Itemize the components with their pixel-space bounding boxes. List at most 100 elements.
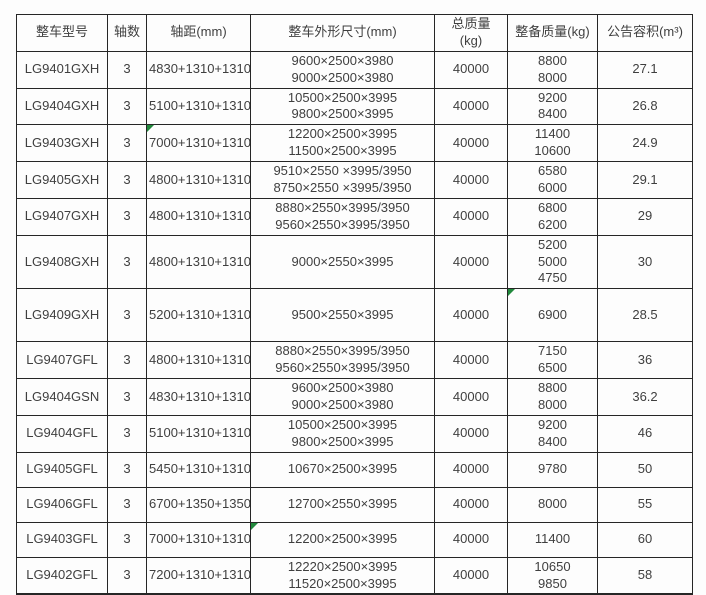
table-row: LG9402GFL 3 7200+1310+1310 12220×2500×39… (16, 556, 693, 595)
cell-gross-mass: 40000 (434, 521, 508, 558)
cell-dimensions: 12200×2500×3995 11500×2500×3995 (250, 124, 435, 163)
cell-wheelbase: 7000+1310+1310 (146, 124, 251, 163)
header-gross-mass: 总质量 (kg) (434, 14, 508, 52)
cell-model: LG9404GFL (16, 414, 108, 453)
cell-gross-mass: 40000 (434, 50, 508, 89)
cell-dimensions: 12200×2500×3995 (250, 521, 435, 558)
header-volume: 公告容积(m³) (597, 14, 693, 52)
cell-dimensions: 9600×2500×3980 9000×2500×3980 (250, 378, 435, 416)
table-header: 整车型号 轴数 轴距(mm) 整车外形尺寸(mm) 总质量 (kg) 整备质量(… (16, 14, 693, 52)
cell-model: LG9408GXH (16, 234, 108, 290)
green-corner-marker-icon (251, 523, 258, 530)
cell-dimensions: 12220×2500×3995 11520×2500×3995 (250, 556, 435, 595)
cell-axles: 3 (107, 521, 147, 558)
cell-axles: 3 (107, 556, 147, 595)
cell-dimensions: 9600×2500×3980 9000×2500×3980 (250, 50, 435, 89)
cell-gross-mass: 40000 (434, 87, 508, 126)
green-corner-marker-icon (508, 289, 515, 297)
cell-curb-mass: 6900 (507, 288, 598, 343)
cell-volume: 27.1 (597, 50, 693, 89)
cell-gross-mass: 40000 (434, 341, 508, 380)
cell-model: LG9402GFL (16, 556, 108, 595)
cell-gross-mass: 40000 (434, 288, 508, 343)
header-axles: 轴数 (107, 14, 147, 52)
cell-axles: 3 (107, 414, 147, 453)
cell-wheelbase: 4800+1310+1310 (146, 234, 251, 290)
cell-axles: 3 (107, 197, 147, 236)
cell-dimensions: 10500×2500×3995 9800×2500×3995 (250, 87, 435, 126)
cell-axles: 3 (107, 234, 147, 290)
cell-wheelbase: 4830+1310+1310 (146, 378, 251, 416)
table-row: LG9405GFL 3 5450+1310+1310 10670×2500×39… (16, 451, 693, 488)
table-row: LG9407GFL 3 4800+1310+1310 8880×2550×399… (16, 341, 693, 380)
cell-dimensions: 9000×2550×3995 (250, 234, 435, 290)
cell-dimensions: 9500×2550×3995 (250, 288, 435, 343)
table-row: LG9404GSN 3 4830+1310+1310 9600×2500×398… (16, 378, 693, 416)
cell-volume: 29 (597, 197, 693, 236)
vehicle-spec-table-container: 整车型号 轴数 轴距(mm) 整车外形尺寸(mm) 总质量 (kg) 整备质量(… (16, 14, 693, 595)
cell-model: LG9401GXH (16, 50, 108, 89)
cell-curb-mass: 9200 8400 (507, 87, 598, 126)
cell-wheelbase: 4830+1310+1310 (146, 50, 251, 89)
cell-curb-mass: 11400 (507, 521, 598, 558)
cell-curb-mass: 6800 6200 (507, 197, 598, 236)
cell-dimensions: 10500×2500×3995 9800×2500×3995 (250, 414, 435, 453)
green-corner-marker-icon (147, 125, 154, 133)
spec-table-body: LG9401GXH 3 4830+1310+1310 9600×2500×398… (16, 50, 693, 595)
cell-volume: 36.2 (597, 378, 693, 416)
cell-curb-mass: 5200 5000 4750 (507, 234, 598, 290)
cell-volume: 24.9 (597, 124, 693, 163)
cell-axles: 3 (107, 124, 147, 163)
cell-axles: 3 (107, 50, 147, 89)
cell-volume: 26.8 (597, 87, 693, 126)
cell-volume: 46 (597, 414, 693, 453)
table-row: LG9407GXH 3 4800+1310+1310 8880×2550×399… (16, 197, 693, 236)
cell-curb-mass: 8000 (507, 486, 598, 523)
cell-gross-mass: 40000 (434, 161, 508, 199)
cell-volume: 36 (597, 341, 693, 380)
cell-model: LG9403GXH (16, 124, 108, 163)
cell-curb-mass: 10650 9850 (507, 556, 598, 595)
cell-curb-mass: 8800 8000 (507, 50, 598, 89)
cell-wheelbase: 7200+1310+1310 (146, 556, 251, 595)
cell-curb-mass: 8800 8000 (507, 378, 598, 416)
cell-model: LG9406GFL (16, 486, 108, 523)
cell-curb-mass: 11400 10600 (507, 124, 598, 163)
cell-dimensions: 8880×2550×3995/3950 9560×2550×3995/3950 (250, 197, 435, 236)
cell-axles: 3 (107, 161, 147, 199)
cell-dimensions: 10670×2500×3995 (250, 451, 435, 488)
cell-gross-mass: 40000 (434, 197, 508, 236)
cell-volume: 58 (597, 556, 693, 595)
table-row: LG9406GFL 3 6700+1350+1350 12700×2550×39… (16, 486, 693, 523)
cell-volume: 29.1 (597, 161, 693, 199)
cell-model: LG9404GXH (16, 87, 108, 126)
cell-model: LG9409GXH (16, 288, 108, 343)
cell-gross-mass: 40000 (434, 378, 508, 416)
header-curb-mass: 整备质量(kg) (507, 14, 598, 52)
table-row: LG9408GXH 3 4800+1310+1310 9000×2550×399… (16, 234, 693, 290)
cell-gross-mass: 40000 (434, 124, 508, 163)
cell-model: LG9407GFL (16, 341, 108, 380)
cell-wheelbase: 7000+1310+1310 (146, 521, 251, 558)
cell-volume: 28.5 (597, 288, 693, 343)
header-model: 整车型号 (16, 14, 108, 52)
cell-wheelbase: 5200+1310+1310 (146, 288, 251, 343)
cell-wheelbase: 6700+1350+1350 (146, 486, 251, 523)
cell-gross-mass: 40000 (434, 486, 508, 523)
cell-model: LG9405GFL (16, 451, 108, 488)
cell-curb-mass: 9780 (507, 451, 598, 488)
table-row: LG9403GXH 3 7000+1310+1310 12200×2500×39… (16, 124, 693, 163)
cell-wheelbase: 5100+1310+1310 (146, 414, 251, 453)
cell-dimensions: 9510×2550 ×3995/3950 8750×2550 ×3995/395… (250, 161, 435, 199)
table-row: LG9404GXH 3 5100+1310+1310 10500×2500×39… (16, 87, 693, 126)
header-row: 整车型号 轴数 轴距(mm) 整车外形尺寸(mm) 总质量 (kg) 整备质量(… (16, 14, 693, 52)
cell-model: LG9404GSN (16, 378, 108, 416)
cell-curb-mass: 6580 6000 (507, 161, 598, 199)
table-row: LG9405GXH 3 4800+1310+1310 9510×2550 ×39… (16, 161, 693, 199)
cell-gross-mass: 40000 (434, 556, 508, 595)
cell-dimensions: 12700×2550×3995 (250, 486, 435, 523)
table-row: LG9403GFL 3 7000+1310+1310 12200×2500×39… (16, 521, 693, 558)
cell-gross-mass: 40000 (434, 451, 508, 488)
cell-wheelbase: 4800+1310+1310 (146, 341, 251, 380)
cell-curb-mass: 7150 6500 (507, 341, 598, 380)
